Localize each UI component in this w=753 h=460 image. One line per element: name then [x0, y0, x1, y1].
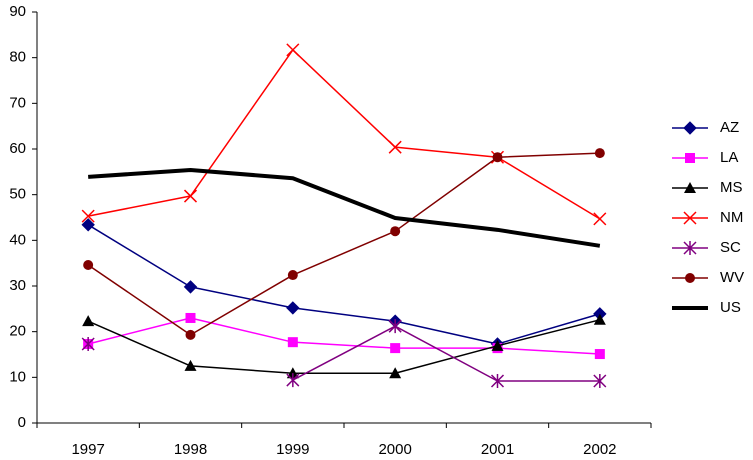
series-line	[87, 317, 600, 355]
series-line	[88, 49, 601, 220]
marker	[683, 121, 697, 135]
marker	[685, 273, 695, 283]
marker	[389, 367, 402, 379]
marker	[593, 313, 606, 325]
marker	[185, 312, 196, 323]
marker	[286, 43, 300, 57]
series-line	[87, 152, 600, 336]
legend-label: MS	[720, 179, 743, 196]
marker	[287, 337, 298, 348]
marker	[286, 301, 300, 315]
marker	[82, 315, 95, 327]
x-tick-label: 1998	[174, 441, 207, 458]
marker	[81, 336, 95, 351]
marker	[594, 148, 605, 159]
marker	[183, 189, 198, 203]
marker	[593, 373, 607, 388]
y-tick-label: 40	[9, 231, 26, 248]
x-tick-label: 2001	[481, 441, 514, 458]
y-tick-label: 10	[9, 368, 26, 385]
legend-label: US	[720, 299, 741, 316]
series-line	[87, 319, 601, 374]
legend-label: LA	[720, 149, 738, 166]
marker	[683, 211, 697, 225]
marker	[492, 152, 503, 163]
marker	[81, 209, 95, 223]
marker	[81, 218, 95, 232]
legend-label: SC	[720, 239, 741, 256]
x-tick-label: 2002	[583, 441, 616, 458]
marker	[286, 367, 299, 379]
legend-label: WV	[720, 269, 744, 286]
marker	[390, 226, 401, 237]
series-line	[88, 168, 601, 248]
marker	[388, 140, 402, 154]
marker	[183, 280, 198, 294]
series-line	[87, 224, 601, 345]
y-tick-label: 0	[18, 414, 26, 431]
marker	[683, 241, 697, 255]
y-tick-label: 70	[9, 94, 26, 111]
marker	[388, 319, 402, 334]
marker	[286, 373, 300, 388]
x-tick-label: 1999	[276, 441, 309, 458]
x-tick-label: 2000	[378, 441, 411, 458]
y-tick-label: 30	[9, 277, 26, 294]
y-tick-label: 60	[9, 140, 26, 157]
series-line	[292, 325, 600, 382]
marker	[490, 373, 505, 388]
marker	[184, 359, 197, 371]
marker	[685, 153, 695, 163]
x-tick-label: 1997	[71, 441, 104, 458]
marker	[684, 182, 696, 193]
y-tick-label: 20	[9, 323, 26, 340]
marker	[491, 339, 504, 351]
marker	[83, 259, 94, 270]
y-tick-label: 50	[9, 186, 26, 203]
y-tick-label: 80	[9, 49, 26, 66]
y-tick-label: 90	[9, 3, 26, 20]
legend-label: NM	[720, 209, 743, 226]
marker	[390, 343, 401, 354]
marker	[287, 270, 298, 281]
marker	[594, 349, 605, 360]
legend-label: AZ	[720, 119, 739, 136]
marker	[593, 212, 607, 226]
marker	[185, 329, 196, 340]
